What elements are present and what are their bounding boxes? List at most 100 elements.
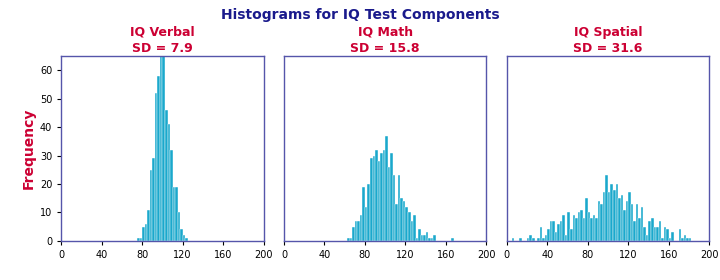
Bar bbox=[644, 227, 646, 241]
Bar bbox=[686, 238, 689, 241]
Bar bbox=[137, 238, 140, 241]
Bar bbox=[603, 192, 606, 241]
Bar bbox=[529, 235, 532, 241]
Y-axis label: Frequency: Frequency bbox=[22, 108, 35, 189]
Bar bbox=[646, 235, 649, 241]
Bar bbox=[608, 192, 611, 241]
Bar bbox=[375, 150, 377, 241]
Bar bbox=[661, 238, 664, 241]
Bar bbox=[613, 190, 616, 241]
Bar bbox=[666, 229, 669, 241]
Bar bbox=[659, 221, 661, 241]
Bar bbox=[621, 195, 623, 241]
Bar bbox=[588, 212, 590, 241]
Bar bbox=[580, 209, 582, 241]
Bar bbox=[451, 238, 454, 241]
Bar bbox=[380, 153, 382, 241]
Bar bbox=[570, 229, 572, 241]
Bar bbox=[664, 227, 666, 241]
Bar bbox=[360, 215, 362, 241]
Bar bbox=[155, 93, 158, 241]
Bar bbox=[550, 221, 552, 241]
Bar bbox=[418, 229, 420, 241]
Bar bbox=[428, 238, 431, 241]
Bar bbox=[142, 227, 145, 241]
Bar bbox=[527, 238, 529, 241]
Bar bbox=[598, 201, 600, 241]
Bar bbox=[552, 221, 555, 241]
Bar bbox=[656, 227, 659, 241]
Bar bbox=[382, 150, 385, 241]
Bar bbox=[671, 232, 674, 241]
Bar bbox=[183, 235, 185, 241]
Bar bbox=[560, 221, 562, 241]
Bar bbox=[372, 155, 375, 241]
Bar bbox=[150, 170, 153, 241]
Bar bbox=[651, 218, 654, 241]
Bar bbox=[669, 238, 671, 241]
Bar bbox=[367, 184, 370, 241]
Bar bbox=[539, 227, 542, 241]
Bar bbox=[532, 238, 534, 241]
Bar bbox=[355, 221, 357, 241]
Bar bbox=[585, 198, 588, 241]
Bar bbox=[689, 238, 691, 241]
Bar bbox=[537, 238, 539, 241]
Bar bbox=[153, 158, 155, 241]
Bar bbox=[347, 238, 350, 241]
Bar bbox=[350, 238, 352, 241]
Bar bbox=[649, 221, 651, 241]
Bar bbox=[408, 212, 410, 241]
Bar bbox=[180, 229, 183, 241]
Bar bbox=[684, 235, 686, 241]
Bar bbox=[175, 187, 178, 241]
Bar bbox=[577, 212, 580, 241]
Bar bbox=[582, 218, 585, 241]
Bar bbox=[413, 215, 415, 241]
Bar bbox=[357, 221, 360, 241]
Bar bbox=[590, 218, 593, 241]
Bar bbox=[681, 238, 684, 241]
Bar bbox=[377, 161, 380, 241]
Bar bbox=[140, 238, 142, 241]
Bar bbox=[170, 150, 173, 241]
Bar bbox=[395, 204, 398, 241]
Bar bbox=[623, 209, 626, 241]
Bar bbox=[626, 201, 628, 241]
Bar bbox=[557, 224, 560, 241]
Bar bbox=[168, 124, 170, 241]
Bar bbox=[370, 158, 372, 241]
Bar bbox=[431, 238, 433, 241]
Bar bbox=[628, 192, 631, 241]
Bar bbox=[606, 175, 608, 241]
Bar bbox=[679, 229, 681, 241]
Bar bbox=[362, 187, 365, 241]
Bar bbox=[410, 221, 413, 241]
Bar bbox=[423, 235, 426, 241]
Bar bbox=[636, 204, 639, 241]
Bar bbox=[544, 235, 547, 241]
Bar bbox=[165, 110, 168, 241]
Bar bbox=[547, 229, 550, 241]
Title: IQ Math
SD = 15.8: IQ Math SD = 15.8 bbox=[351, 26, 420, 55]
Bar bbox=[611, 184, 613, 241]
Bar bbox=[426, 232, 428, 241]
Bar bbox=[415, 238, 418, 241]
Bar bbox=[641, 207, 644, 241]
Bar bbox=[403, 201, 405, 241]
Bar bbox=[567, 212, 570, 241]
Bar bbox=[393, 175, 395, 241]
Bar bbox=[398, 175, 400, 241]
Bar bbox=[634, 221, 636, 241]
Bar bbox=[352, 227, 355, 241]
Title: IQ Spatial
SD = 31.6: IQ Spatial SD = 31.6 bbox=[573, 26, 643, 55]
Bar bbox=[385, 136, 388, 241]
Bar bbox=[618, 198, 621, 241]
Bar bbox=[148, 209, 150, 241]
Bar bbox=[565, 235, 567, 241]
Bar bbox=[616, 184, 618, 241]
Bar bbox=[390, 153, 393, 241]
Bar bbox=[173, 187, 175, 241]
Bar bbox=[639, 218, 641, 241]
Bar bbox=[562, 215, 565, 241]
